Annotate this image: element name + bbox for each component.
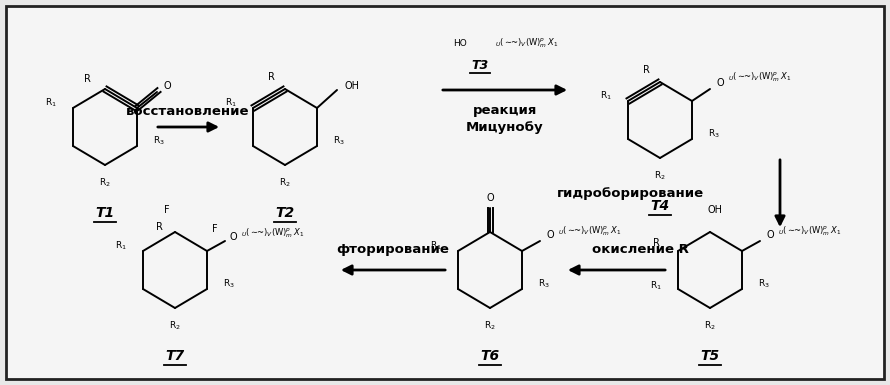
Text: R$_1$: R$_1$	[600, 90, 612, 102]
Text: O: O	[163, 81, 171, 91]
Text: O: O	[546, 230, 554, 240]
Text: R$_3$: R$_3$	[223, 278, 235, 290]
Text: F: F	[164, 205, 170, 215]
Text: R$_1$: R$_1$	[430, 240, 442, 252]
Text: R$_1$: R$_1$	[650, 280, 662, 292]
Text: R$_2$: R$_2$	[484, 320, 496, 332]
Text: T6: T6	[481, 349, 499, 363]
Text: Мицунобу: Мицунобу	[466, 121, 544, 134]
Text: восстановление: восстановление	[126, 104, 250, 117]
Text: T1: T1	[95, 206, 115, 220]
Text: фторирование: фторирование	[336, 243, 449, 256]
Text: R$_2$: R$_2$	[279, 177, 291, 189]
Text: T3: T3	[472, 59, 489, 72]
Text: $_U$($\sim\!\!$~)$_V$(W)$^p_m\,X_1$: $_U$($\sim\!\!$~)$_V$(W)$^p_m\,X_1$	[495, 36, 558, 50]
Text: R$_1$: R$_1$	[115, 240, 127, 252]
Text: R: R	[652, 238, 659, 248]
Text: R: R	[84, 74, 91, 84]
Text: $_U$($\sim\!\!$~)$_V$(W)$^p_m\,X_1$: $_U$($\sim\!\!$~)$_V$(W)$^p_m\,X_1$	[558, 224, 621, 238]
Text: реакция: реакция	[473, 104, 538, 117]
Text: $_U$($\sim\!\!$~)$_V$(W)$^p_m\,X_1$: $_U$($\sim\!\!$~)$_V$(W)$^p_m\,X_1$	[728, 70, 791, 84]
Text: $_U$($\sim\!\!$~)$_V$(W)$^p_m\,X_1$: $_U$($\sim\!\!$~)$_V$(W)$^p_m\,X_1$	[241, 226, 304, 240]
Text: OH: OH	[344, 81, 360, 91]
Text: $_U$($\sim\!\!$~)$_V$(W)$^p_m\,X_1$: $_U$($\sim\!\!$~)$_V$(W)$^p_m\,X_1$	[778, 224, 841, 238]
Text: T7: T7	[166, 349, 184, 363]
Text: R$_2$: R$_2$	[169, 320, 181, 332]
Text: OH: OH	[708, 205, 723, 215]
Text: O: O	[486, 193, 494, 203]
Text: O: O	[716, 78, 724, 88]
Text: R$_2$: R$_2$	[99, 177, 111, 189]
Text: HO: HO	[453, 38, 467, 47]
Text: R$_1$: R$_1$	[45, 97, 57, 109]
Text: O: O	[230, 232, 237, 242]
Text: R$_1$: R$_1$	[225, 97, 237, 109]
Text: R: R	[156, 222, 163, 232]
Text: R$_3$: R$_3$	[333, 135, 345, 147]
Text: O: O	[766, 230, 773, 240]
Text: окисление R: окисление R	[592, 243, 689, 256]
Text: R$_3$: R$_3$	[538, 278, 550, 290]
Text: R$_3$: R$_3$	[758, 278, 770, 290]
Text: F: F	[212, 224, 218, 234]
Text: T5: T5	[700, 349, 719, 363]
Text: гидроборирование: гидроборирование	[556, 186, 704, 199]
Text: R: R	[268, 72, 274, 82]
Text: T4: T4	[651, 199, 669, 213]
Text: R: R	[643, 65, 650, 75]
Text: R$_3$: R$_3$	[153, 135, 165, 147]
Text: R$_3$: R$_3$	[708, 128, 720, 140]
Text: T2: T2	[275, 206, 295, 220]
Text: R$_2$: R$_2$	[704, 320, 716, 332]
Text: R$_2$: R$_2$	[654, 170, 666, 182]
